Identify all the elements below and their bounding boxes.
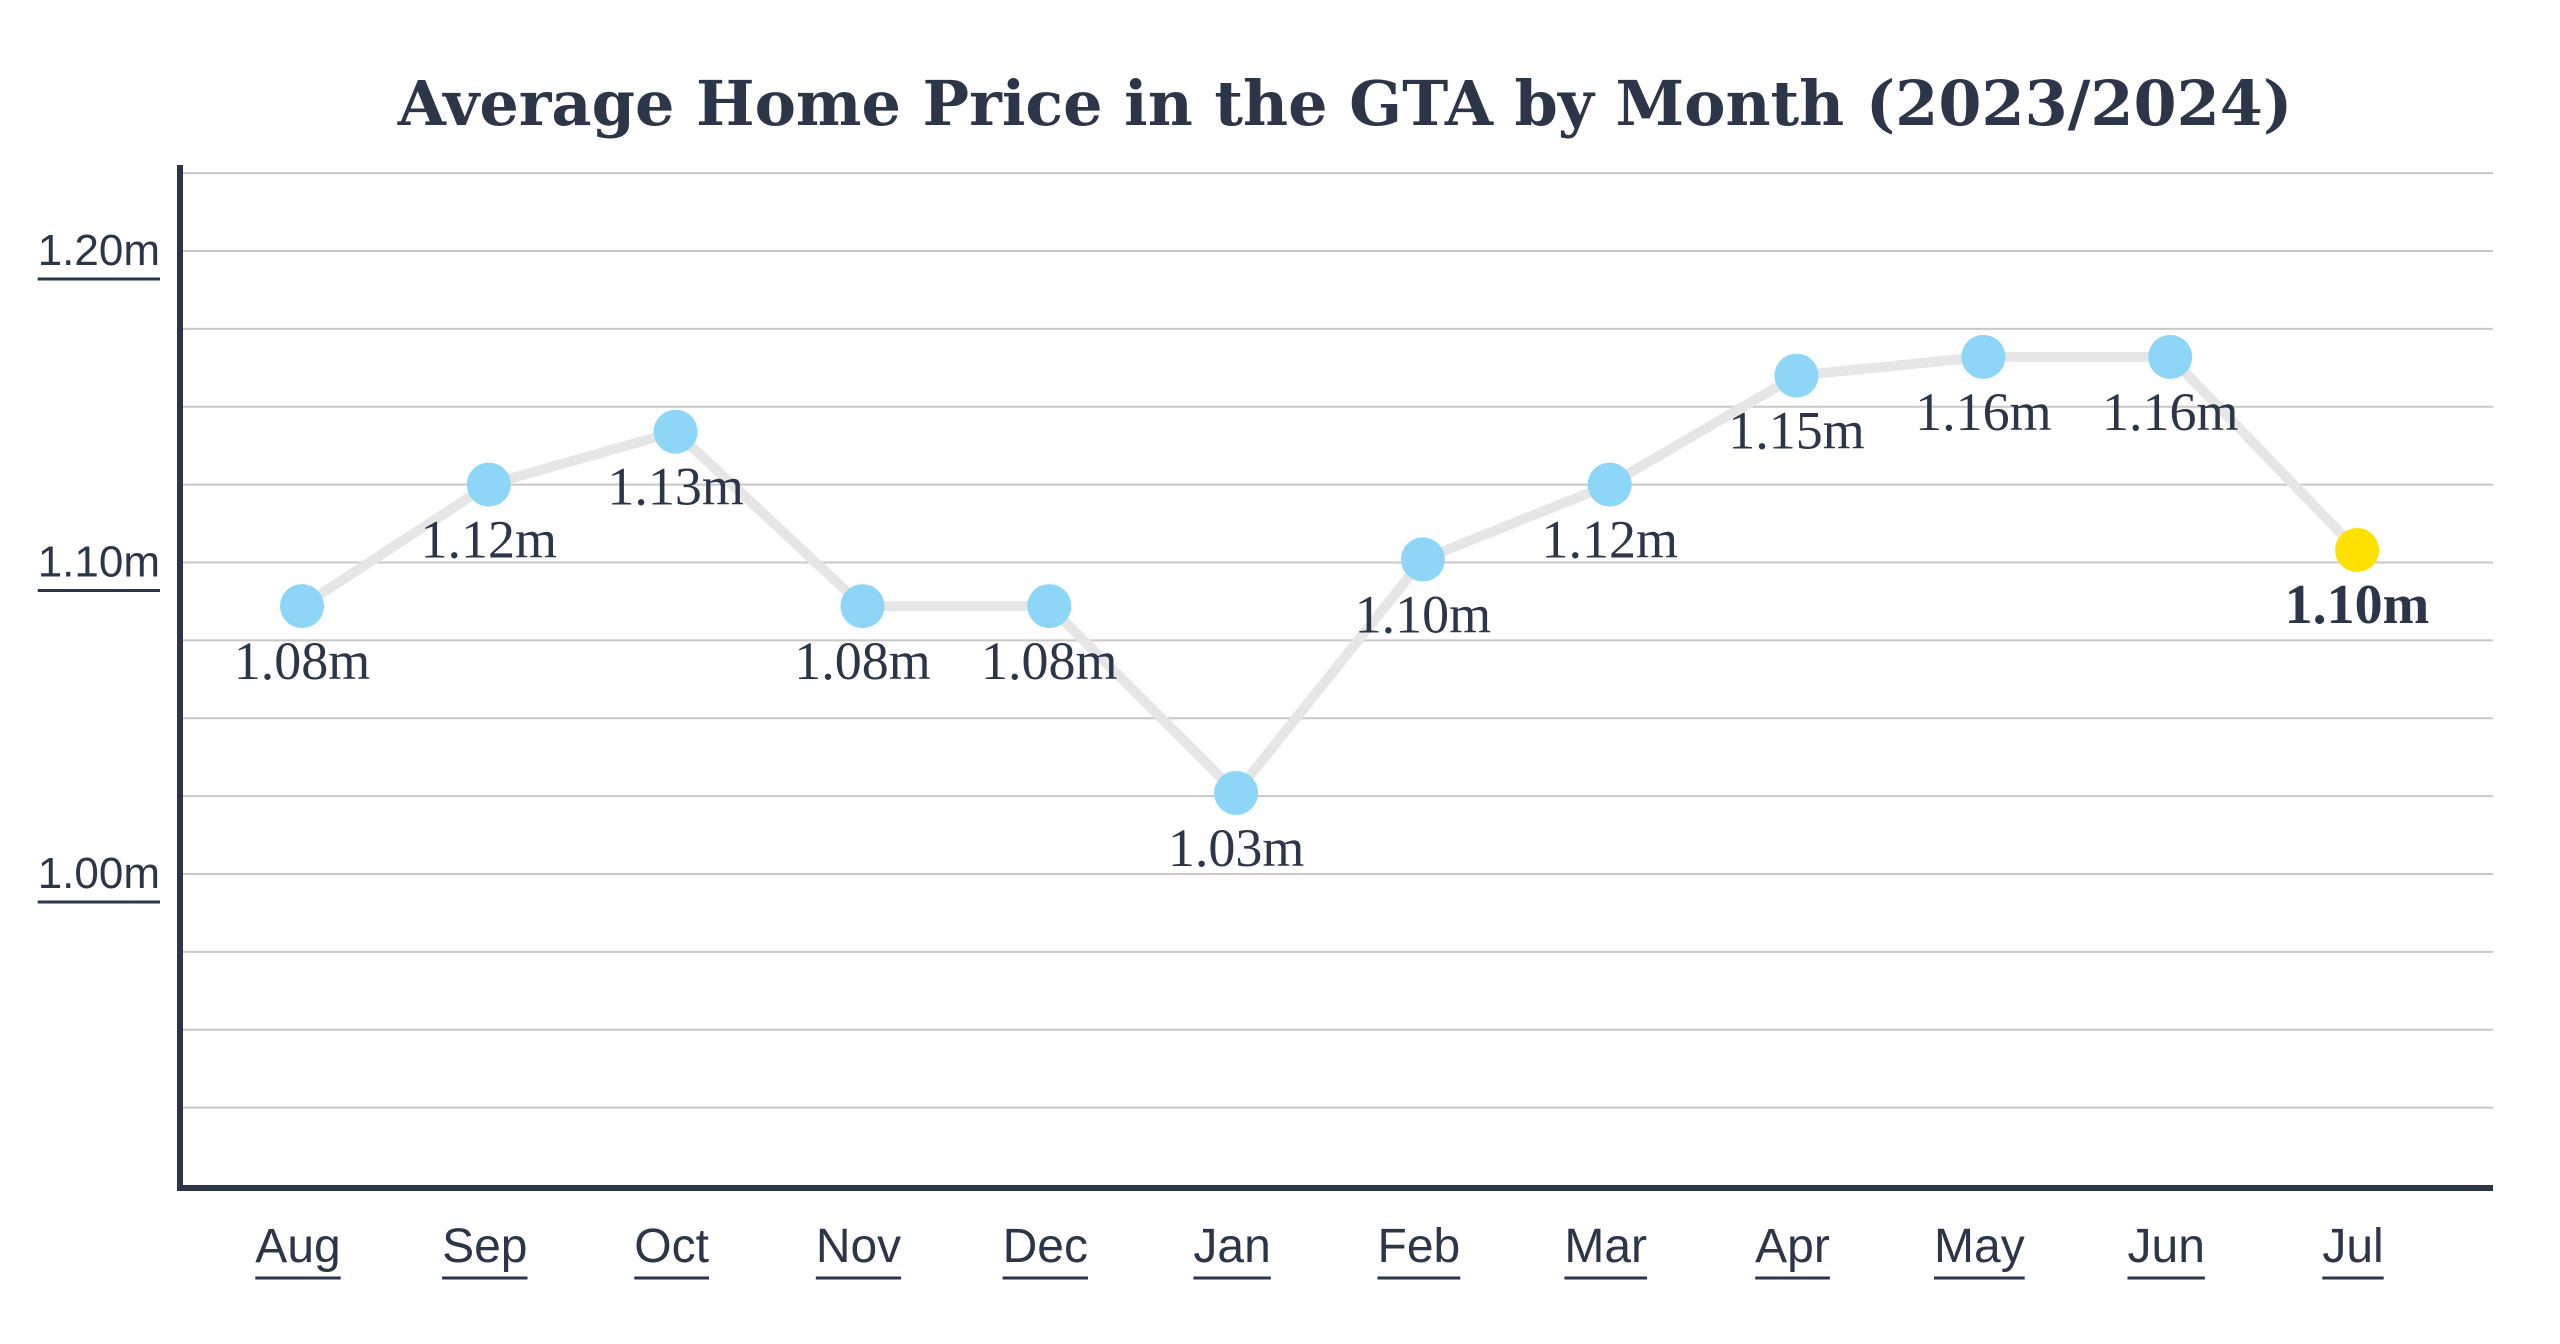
data-label: 1.08m <box>234 631 371 691</box>
x-tick-label: Oct <box>634 1220 709 1273</box>
y-tick-label: 1.00m <box>38 849 160 898</box>
data-labels: 1.08m 1.12m 1.13m 1.08m 1.08m 1.03m 1.10m 1.12m… <box>234 382 2430 878</box>
chart-title: Average Home Price in the GTA by Month (… <box>397 67 2293 140</box>
data-label: 1.15m <box>1728 401 1865 461</box>
data-label: 1.03m <box>1168 818 1305 878</box>
x-tick-label: Jan <box>1193 1220 1270 1273</box>
data-point <box>1027 584 1072 629</box>
x-axis-ticks: Aug Sep Oct Nov Dec Jan Feb Mar Apr May Jun Jul <box>255 1220 2384 1280</box>
x-tick-label: Nov <box>816 1220 901 1273</box>
data-label: 1.16m <box>2102 382 2239 442</box>
data-label: 1.16m <box>1915 382 2052 442</box>
grid-layer <box>180 172 2493 1109</box>
data-point <box>280 584 324 629</box>
data-label: 1.12m <box>421 510 558 570</box>
y-axis-ticks: 1.00m 1.10m 1.20m <box>37 226 160 904</box>
axis-layer <box>177 165 2493 1191</box>
data-label: 1.10m <box>2285 574 2430 636</box>
x-tick-label: Dec <box>1003 1220 1088 1273</box>
data-point <box>1400 537 1445 582</box>
y-tick-label: 1.10m <box>38 538 160 587</box>
highlight-point <box>2335 528 2379 572</box>
data-point <box>1961 334 2006 379</box>
x-tick-label: Apr <box>1755 1220 1830 1273</box>
data-point <box>1774 353 1819 398</box>
x-tick-label: Sep <box>442 1220 527 1273</box>
series-line <box>297 351 2362 798</box>
data-label: 1.08m <box>794 631 931 691</box>
data-point <box>466 462 511 507</box>
data-point <box>1587 462 1632 507</box>
x-tick-label: May <box>1934 1220 2025 1273</box>
data-point <box>2148 334 2193 379</box>
series-layer <box>280 334 2379 815</box>
x-tick-label: Feb <box>1378 1220 1461 1273</box>
data-point <box>653 409 698 454</box>
data-label: 1.13m <box>607 457 744 517</box>
x-tick-label: Mar <box>1564 1220 1647 1273</box>
data-label: 1.10m <box>1355 584 1492 644</box>
x-tick-label: Jun <box>2128 1220 2205 1273</box>
data-label: 1.08m <box>981 631 1118 691</box>
x-tick-label: Aug <box>255 1220 340 1273</box>
data-point <box>1214 771 1259 815</box>
data-point <box>840 584 885 629</box>
y-tick-label: 1.20m <box>38 226 160 275</box>
x-tick-label: Jul <box>2322 1220 2383 1273</box>
data-label: 1.12m <box>1541 510 1678 570</box>
